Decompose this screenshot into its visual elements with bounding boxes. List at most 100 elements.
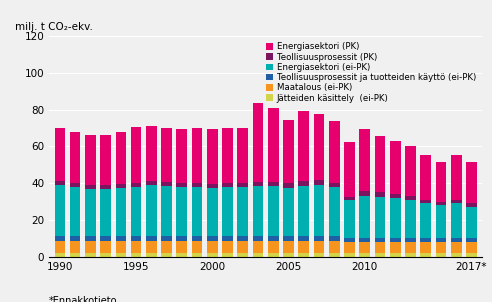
- Bar: [405, 242, 416, 253]
- Bar: [192, 241, 202, 253]
- Bar: [253, 236, 263, 241]
- Bar: [55, 128, 65, 182]
- Bar: [146, 126, 156, 182]
- Bar: [299, 186, 309, 236]
- Bar: [314, 181, 324, 185]
- Bar: [116, 241, 126, 253]
- Bar: [253, 241, 263, 253]
- Bar: [299, 253, 309, 257]
- Bar: [146, 241, 156, 253]
- Bar: [177, 187, 187, 236]
- Bar: [238, 253, 248, 257]
- Bar: [435, 242, 446, 253]
- Bar: [390, 194, 400, 198]
- Bar: [55, 253, 65, 257]
- Bar: [299, 241, 309, 253]
- Bar: [70, 241, 81, 253]
- Bar: [131, 236, 141, 241]
- Bar: [222, 183, 233, 187]
- Bar: [314, 241, 324, 253]
- Bar: [344, 200, 355, 238]
- Bar: [131, 253, 141, 257]
- Bar: [177, 253, 187, 257]
- Bar: [360, 196, 370, 238]
- Bar: [268, 253, 278, 257]
- Bar: [268, 186, 278, 236]
- Bar: [192, 187, 202, 236]
- Bar: [435, 202, 446, 205]
- Bar: [466, 204, 477, 207]
- Bar: [55, 185, 65, 236]
- Bar: [360, 129, 370, 191]
- Bar: [161, 236, 172, 241]
- Bar: [161, 241, 172, 253]
- Bar: [238, 128, 248, 183]
- Bar: [70, 187, 81, 236]
- Bar: [253, 103, 263, 182]
- Bar: [390, 253, 400, 257]
- Bar: [344, 242, 355, 253]
- Bar: [85, 185, 96, 189]
- Bar: [85, 236, 96, 241]
- Bar: [466, 207, 477, 238]
- Bar: [299, 182, 309, 186]
- Bar: [405, 200, 416, 238]
- Bar: [360, 238, 370, 242]
- Bar: [131, 183, 141, 187]
- Bar: [146, 236, 156, 241]
- Bar: [161, 128, 172, 182]
- Bar: [314, 185, 324, 236]
- Bar: [222, 128, 233, 183]
- Bar: [85, 253, 96, 257]
- Bar: [329, 253, 339, 257]
- Bar: [100, 189, 111, 236]
- Bar: [435, 238, 446, 242]
- Bar: [268, 236, 278, 241]
- Bar: [375, 238, 385, 242]
- Bar: [70, 236, 81, 241]
- Bar: [390, 242, 400, 253]
- Bar: [222, 236, 233, 241]
- Bar: [222, 241, 233, 253]
- Bar: [405, 146, 416, 196]
- Bar: [375, 242, 385, 253]
- Bar: [146, 253, 156, 257]
- Bar: [435, 162, 446, 202]
- Bar: [390, 238, 400, 242]
- Bar: [55, 182, 65, 185]
- Bar: [390, 198, 400, 238]
- Bar: [375, 253, 385, 257]
- Bar: [283, 253, 294, 257]
- Bar: [55, 236, 65, 241]
- Bar: [116, 184, 126, 188]
- Bar: [131, 187, 141, 236]
- Bar: [146, 182, 156, 185]
- Bar: [100, 236, 111, 241]
- Bar: [375, 192, 385, 197]
- Bar: [451, 253, 461, 257]
- Bar: [329, 187, 339, 236]
- Bar: [421, 242, 431, 253]
- Bar: [177, 129, 187, 183]
- Bar: [314, 253, 324, 257]
- Bar: [100, 135, 111, 185]
- Bar: [421, 253, 431, 257]
- Bar: [268, 108, 278, 182]
- Bar: [466, 253, 477, 257]
- Bar: [360, 242, 370, 253]
- Bar: [268, 182, 278, 186]
- Bar: [405, 238, 416, 242]
- Bar: [253, 182, 263, 186]
- Bar: [238, 241, 248, 253]
- Bar: [85, 241, 96, 253]
- Legend: Energiasektori (PK), Teollisuusprosessit (PK), Energiasektori (ei-PK), Teollisuu: Energiasektori (PK), Teollisuusprosessit…: [264, 40, 478, 104]
- Bar: [192, 128, 202, 183]
- Bar: [131, 127, 141, 183]
- Bar: [192, 183, 202, 187]
- Bar: [146, 185, 156, 236]
- Bar: [451, 204, 461, 238]
- Bar: [466, 238, 477, 242]
- Bar: [207, 129, 217, 184]
- Bar: [283, 236, 294, 241]
- Bar: [70, 183, 81, 187]
